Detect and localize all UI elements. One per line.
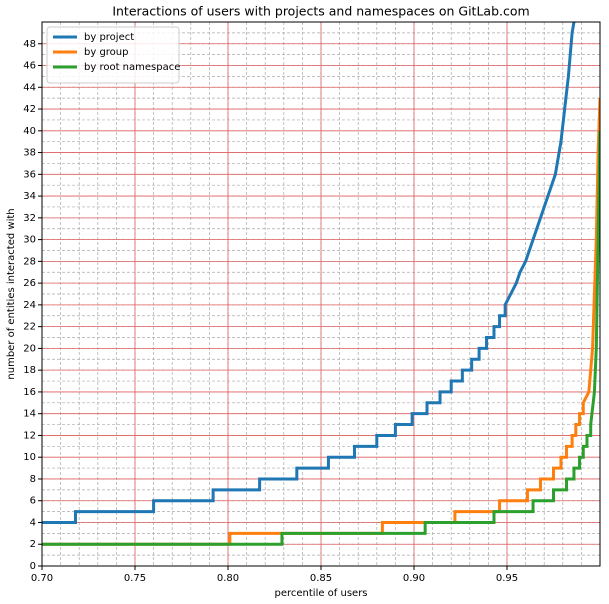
- legend-label: by project: [84, 32, 134, 43]
- x-tick-label: 0.75: [124, 573, 146, 584]
- x-tick-label: 0.85: [310, 573, 332, 584]
- y-tick-label: 42: [23, 104, 36, 115]
- x-tick-label: 0.95: [496, 573, 518, 584]
- series-line: [42, 98, 600, 546]
- legend-box: [46, 26, 180, 84]
- chart-title: Interactions of users with projects and …: [112, 4, 529, 19]
- x-tick-label: 0.70: [31, 573, 53, 584]
- y-tick-label: 10: [23, 452, 36, 463]
- series-line: [42, 22, 576, 524]
- y-tick-label: 14: [23, 409, 36, 420]
- y-tick-label: 40: [23, 126, 36, 137]
- legend-label: by group: [84, 47, 129, 58]
- y-tick-label: 16: [23, 387, 36, 398]
- y-tick-label: 44: [23, 82, 36, 93]
- x-tick-label: 0.90: [403, 573, 425, 584]
- y-tick-label: 22: [23, 322, 36, 333]
- y-tick-label: 20: [23, 343, 36, 354]
- x-axis-label: percentile of users: [274, 588, 367, 599]
- y-tick-label: 30: [23, 235, 36, 246]
- y-tick-label: 4: [30, 517, 36, 528]
- y-tick-label: 32: [23, 213, 36, 224]
- y-tick-label: 12: [23, 430, 36, 441]
- y-tick-label: 36: [23, 169, 36, 180]
- y-tick-label: 38: [23, 148, 36, 159]
- series-line: [42, 130, 600, 546]
- y-tick-label: 18: [23, 365, 36, 376]
- y-tick-label: 28: [23, 256, 36, 267]
- x-tick-label: 0.80: [217, 573, 239, 584]
- y-tick-label: 0: [30, 561, 36, 572]
- y-tick-label: 8: [30, 474, 36, 485]
- y-tick-label: 34: [23, 191, 36, 202]
- plot-frame: [41, 21, 601, 567]
- y-tick-label: 6: [30, 496, 36, 507]
- y-tick-label: 48: [23, 39, 36, 50]
- y-tick-label: 26: [23, 278, 36, 289]
- y-tick-label: 2: [30, 539, 36, 550]
- y-axis-label: number of entities interacted with: [6, 208, 17, 379]
- plot-area: [42, 22, 600, 546]
- y-tick-label: 24: [23, 300, 36, 311]
- y-tick-label: 46: [23, 61, 36, 72]
- legend-label: by root namespace: [84, 62, 180, 73]
